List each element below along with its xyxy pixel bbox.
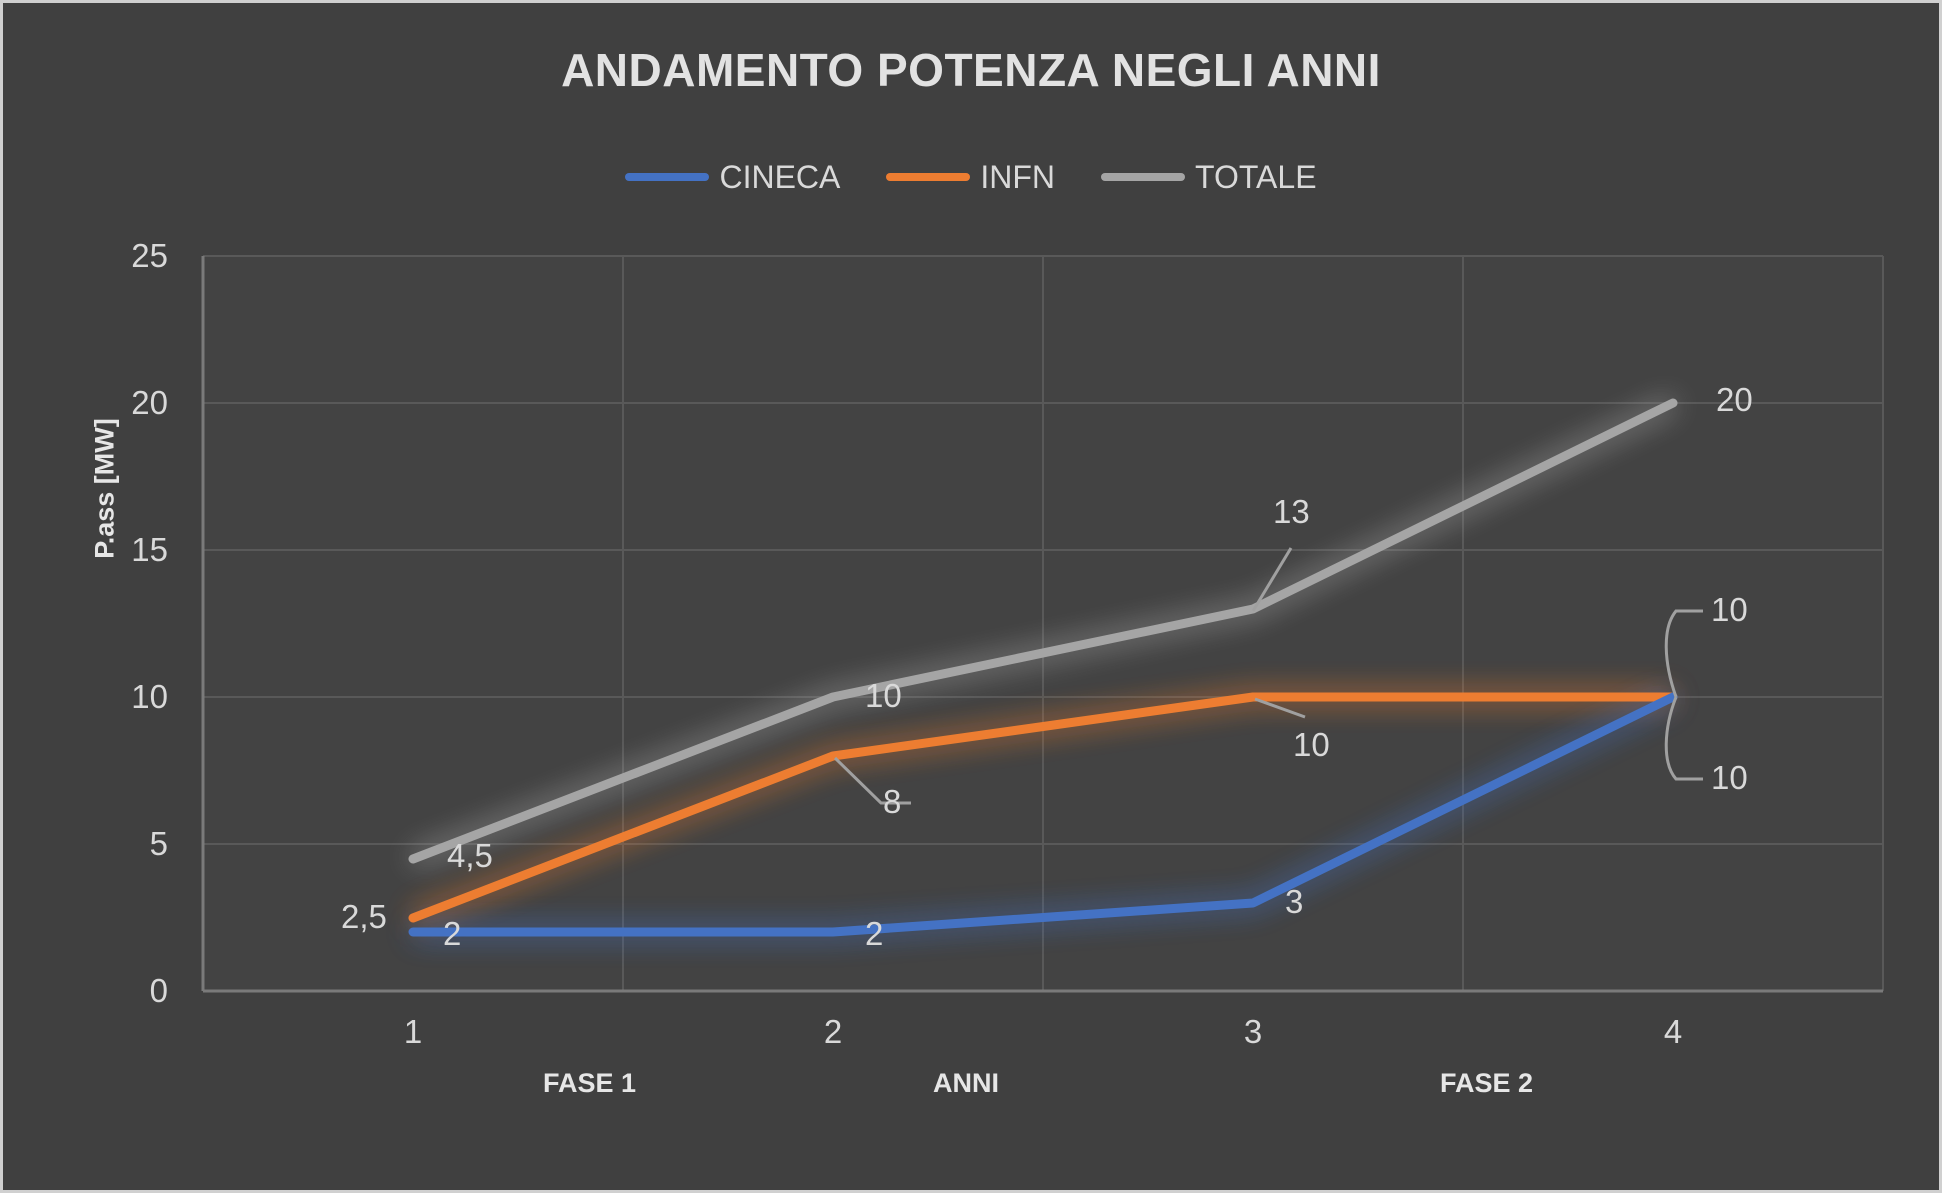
- annotation-fase-2: FASE 2: [1440, 1068, 1534, 1098]
- legend-label-infn: INFN: [980, 159, 1056, 195]
- plot-area: P.ass [MW] ANNI FASE 1 FASE 2 25 20 15 1…: [3, 3, 1939, 1190]
- series-line-cineca: [408, 692, 1678, 937]
- series-line-totale: [408, 398, 1678, 864]
- x-tick-3: 3: [1243, 1013, 1263, 1050]
- data-label-infn-3: 10: [1293, 726, 1330, 763]
- data-label-totale-1: 4,5: [447, 837, 493, 874]
- chart-title: ANDAMENTO POTENZA NEGLI ANNI: [561, 44, 1381, 96]
- y-tick-10: 10: [131, 678, 168, 715]
- data-label-cineca-3: 3: [1285, 883, 1304, 920]
- y-tick-5: 5: [149, 825, 168, 862]
- leader-line-infn-x4: [1664, 609, 1703, 698]
- leader-line-totale-x3: [1251, 547, 1293, 612]
- legend-item-cineca[interactable]: CINECA: [625, 161, 840, 193]
- vertical-gridlines: [622, 256, 1884, 991]
- data-label-totale-3: 13: [1273, 493, 1310, 530]
- plot-svg: [201, 255, 1884, 993]
- data-label-infn-2: 8: [883, 783, 902, 820]
- data-label-totale-4: 20: [1716, 381, 1753, 418]
- x-tick-1: 1: [403, 1013, 423, 1050]
- legend-label-cineca: CINECA: [719, 159, 841, 195]
- data-label-cineca-2: 2: [865, 915, 884, 952]
- legend-item-infn[interactable]: INFN: [886, 161, 1055, 193]
- data-label-totale-2: 10: [865, 677, 902, 714]
- x-axis-title: ANNI: [933, 1068, 999, 1098]
- data-label-infn-1: 2,5: [341, 898, 387, 935]
- legend-item-totale[interactable]: TOTALE: [1101, 161, 1317, 193]
- annotation-fase-1: FASE 1: [543, 1068, 637, 1098]
- y-tick-15: 15: [131, 531, 168, 568]
- chart-legend: CINECA INFN TOTALE: [3, 161, 1939, 193]
- y-tick-25: 25: [131, 237, 168, 274]
- y-tick-0: 0: [149, 972, 168, 1009]
- leader-line-infn-x3: [1254, 697, 1306, 719]
- x-tick-2: 2: [823, 1013, 843, 1050]
- x-tick-4: 4: [1663, 1013, 1683, 1050]
- legend-label-totale: TOTALE: [1195, 159, 1317, 195]
- leader-line-cineca-x4: [1664, 696, 1703, 781]
- legend-swatch-cineca: [625, 173, 710, 181]
- legend-swatch-infn: [886, 173, 971, 181]
- leader-line-infn-x2: [833, 756, 911, 805]
- data-label-infn-4: 10: [1711, 591, 1748, 628]
- legend-swatch-totale: [1101, 173, 1186, 181]
- series-line-infn: [408, 692, 1678, 923]
- data-label-cineca-1: 2: [443, 915, 462, 952]
- y-tick-20: 20: [131, 384, 168, 421]
- data-label-cineca-4: 10: [1711, 759, 1748, 796]
